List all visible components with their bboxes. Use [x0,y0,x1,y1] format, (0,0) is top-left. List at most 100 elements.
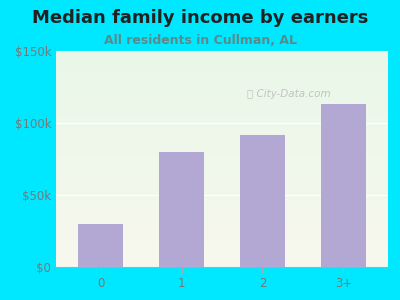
Bar [56,245,388,247]
Bar [159,152,204,267]
Bar [56,224,388,226]
Bar [321,104,366,267]
Bar [56,94,388,96]
Bar [56,58,388,60]
Bar [56,73,388,75]
Bar [240,134,285,267]
Bar [56,178,388,181]
Bar [56,107,388,109]
Bar [56,191,388,194]
Bar [56,127,388,129]
Bar [56,96,388,98]
Bar [56,124,388,127]
Bar [56,202,388,204]
Bar [56,263,388,265]
Bar [56,172,388,174]
Bar [56,81,388,83]
Bar [56,140,388,142]
Bar [56,146,388,148]
Bar [56,235,388,237]
Bar [56,114,388,116]
Bar [56,163,388,166]
Bar [56,116,388,118]
Bar [56,239,388,241]
Bar [56,161,388,163]
Text: All residents in Cullman, AL: All residents in Cullman, AL [104,34,296,47]
Bar [56,168,388,170]
Bar [56,222,388,224]
Bar [56,92,388,94]
Bar [56,55,388,58]
Bar [56,77,388,79]
Bar [56,109,388,112]
Bar [56,137,388,140]
Bar [56,265,388,267]
Bar [56,213,388,215]
Bar [56,217,388,220]
Bar [56,215,388,217]
Bar [56,196,388,198]
Bar [56,170,388,172]
Bar [56,252,388,254]
Bar [56,189,388,191]
Bar [56,157,388,159]
Bar [56,68,388,70]
Bar [56,120,388,122]
Bar [56,144,388,146]
Bar [56,226,388,228]
Bar [56,51,388,53]
Bar [56,79,388,81]
Bar [56,148,388,150]
Bar [56,183,388,185]
Bar [56,241,388,243]
Bar [56,131,388,133]
Bar [56,243,388,245]
Bar [78,224,123,267]
Bar [56,260,388,263]
Bar [56,75,388,77]
Bar [56,155,388,157]
Bar [56,181,388,183]
Bar [56,66,388,68]
Bar [56,232,388,235]
Bar [56,60,388,62]
Bar [56,206,388,209]
Text: Median family income by earners: Median family income by earners [32,9,368,27]
Bar [56,187,388,189]
Bar [56,166,388,168]
Bar [56,101,388,103]
Bar [56,200,388,202]
Bar [56,150,388,152]
Bar [56,118,388,120]
Bar [56,209,388,211]
Bar [56,64,388,66]
Bar [56,122,388,124]
Bar [56,220,388,222]
Bar [56,135,388,137]
Bar [56,228,388,230]
Bar [56,159,388,161]
Bar [56,250,388,252]
Bar [56,258,388,260]
Bar [56,70,388,73]
Bar [56,133,388,135]
Bar [56,152,388,155]
Bar [56,62,388,64]
Bar [56,85,388,88]
Bar [56,105,388,107]
Bar [56,194,388,196]
Bar [56,103,388,105]
Bar [56,88,388,90]
Bar [56,211,388,213]
Bar [56,174,388,176]
Bar [56,254,388,256]
Bar [56,198,388,200]
Text: ⓘ City-Data.com: ⓘ City-Data.com [246,89,330,99]
Bar [56,204,388,206]
Bar [56,142,388,144]
Bar [56,185,388,187]
Bar [56,129,388,131]
Bar [56,90,388,92]
Bar [56,256,388,258]
Bar [56,112,388,114]
